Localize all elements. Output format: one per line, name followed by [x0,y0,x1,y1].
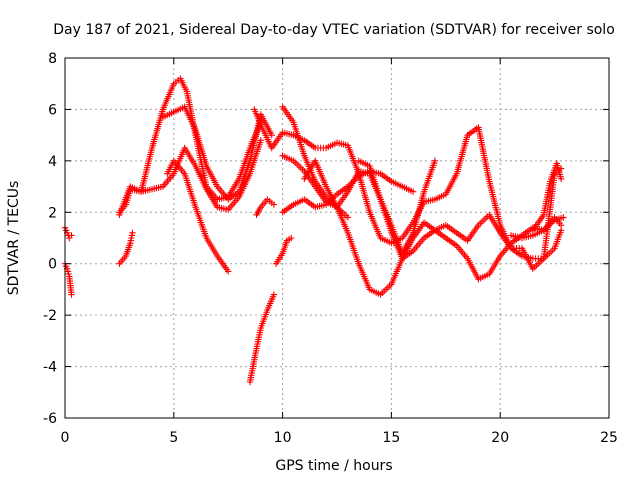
series-arc-12 [279,103,567,298]
series-arc-8 [246,291,278,386]
x-tick-label: 15 [382,430,400,446]
series-arc-16 [301,157,352,221]
data-point [129,229,136,237]
series-arc-14 [279,167,417,216]
data-point [344,214,352,221]
data-point [557,175,565,183]
x-tick-label: 10 [274,430,292,446]
y-tick-label: 6 [48,102,57,118]
data-point [557,221,565,229]
y-tick-label: 0 [48,257,57,273]
x-tick-label: 20 [491,430,509,446]
series-arc-15 [355,157,565,273]
series-arc-5 [116,229,136,267]
data-point [270,291,278,298]
data-point [68,232,75,239]
y-tick-labels: -6 -4 -2 0 2 4 6 8 [43,51,57,427]
y-tick-label: -6 [43,411,57,427]
x-axis-label: GPS time / hours [275,458,392,474]
x-tick-label: 25 [600,430,618,446]
series-arc-6 [164,157,232,275]
series-arc-1 [61,224,75,242]
data-point [257,137,265,144]
y-tick-label: -2 [43,308,57,324]
gridlines [65,58,609,418]
y-tick-label: 2 [48,205,57,221]
data-point [225,268,232,275]
series-arc-9 [253,196,278,219]
data-point [409,188,417,195]
data-point [270,201,278,208]
x-tick-label: 0 [61,430,70,446]
axis-ticks [64,57,610,419]
y-tick-label: 8 [48,51,57,67]
series-arc-7 [159,103,275,203]
data-point [68,291,75,298]
x-tick-labels: 0 5 10 15 20 25 [61,430,618,446]
data-point [268,131,275,139]
chart-title: Day 187 of 2021, Sidereal Day-to-day VTE… [53,22,615,38]
y-axis-label: SDTVAR / TECUs [6,181,22,296]
series-arc-17 [507,214,565,242]
x-tick-label: 5 [169,430,178,446]
series-arc-2 [61,260,75,298]
data-point [560,214,567,221]
series-arc-18 [529,160,565,234]
data-point [431,157,439,165]
series-arc-4 [116,137,265,216]
series-arc-10 [272,234,295,267]
plot-frame [64,57,610,419]
series-arc-13 [279,152,439,257]
data-points [61,75,567,386]
y-tick-label: 4 [48,154,57,170]
y-tick-label: -4 [43,360,57,376]
data-point [288,234,295,242]
